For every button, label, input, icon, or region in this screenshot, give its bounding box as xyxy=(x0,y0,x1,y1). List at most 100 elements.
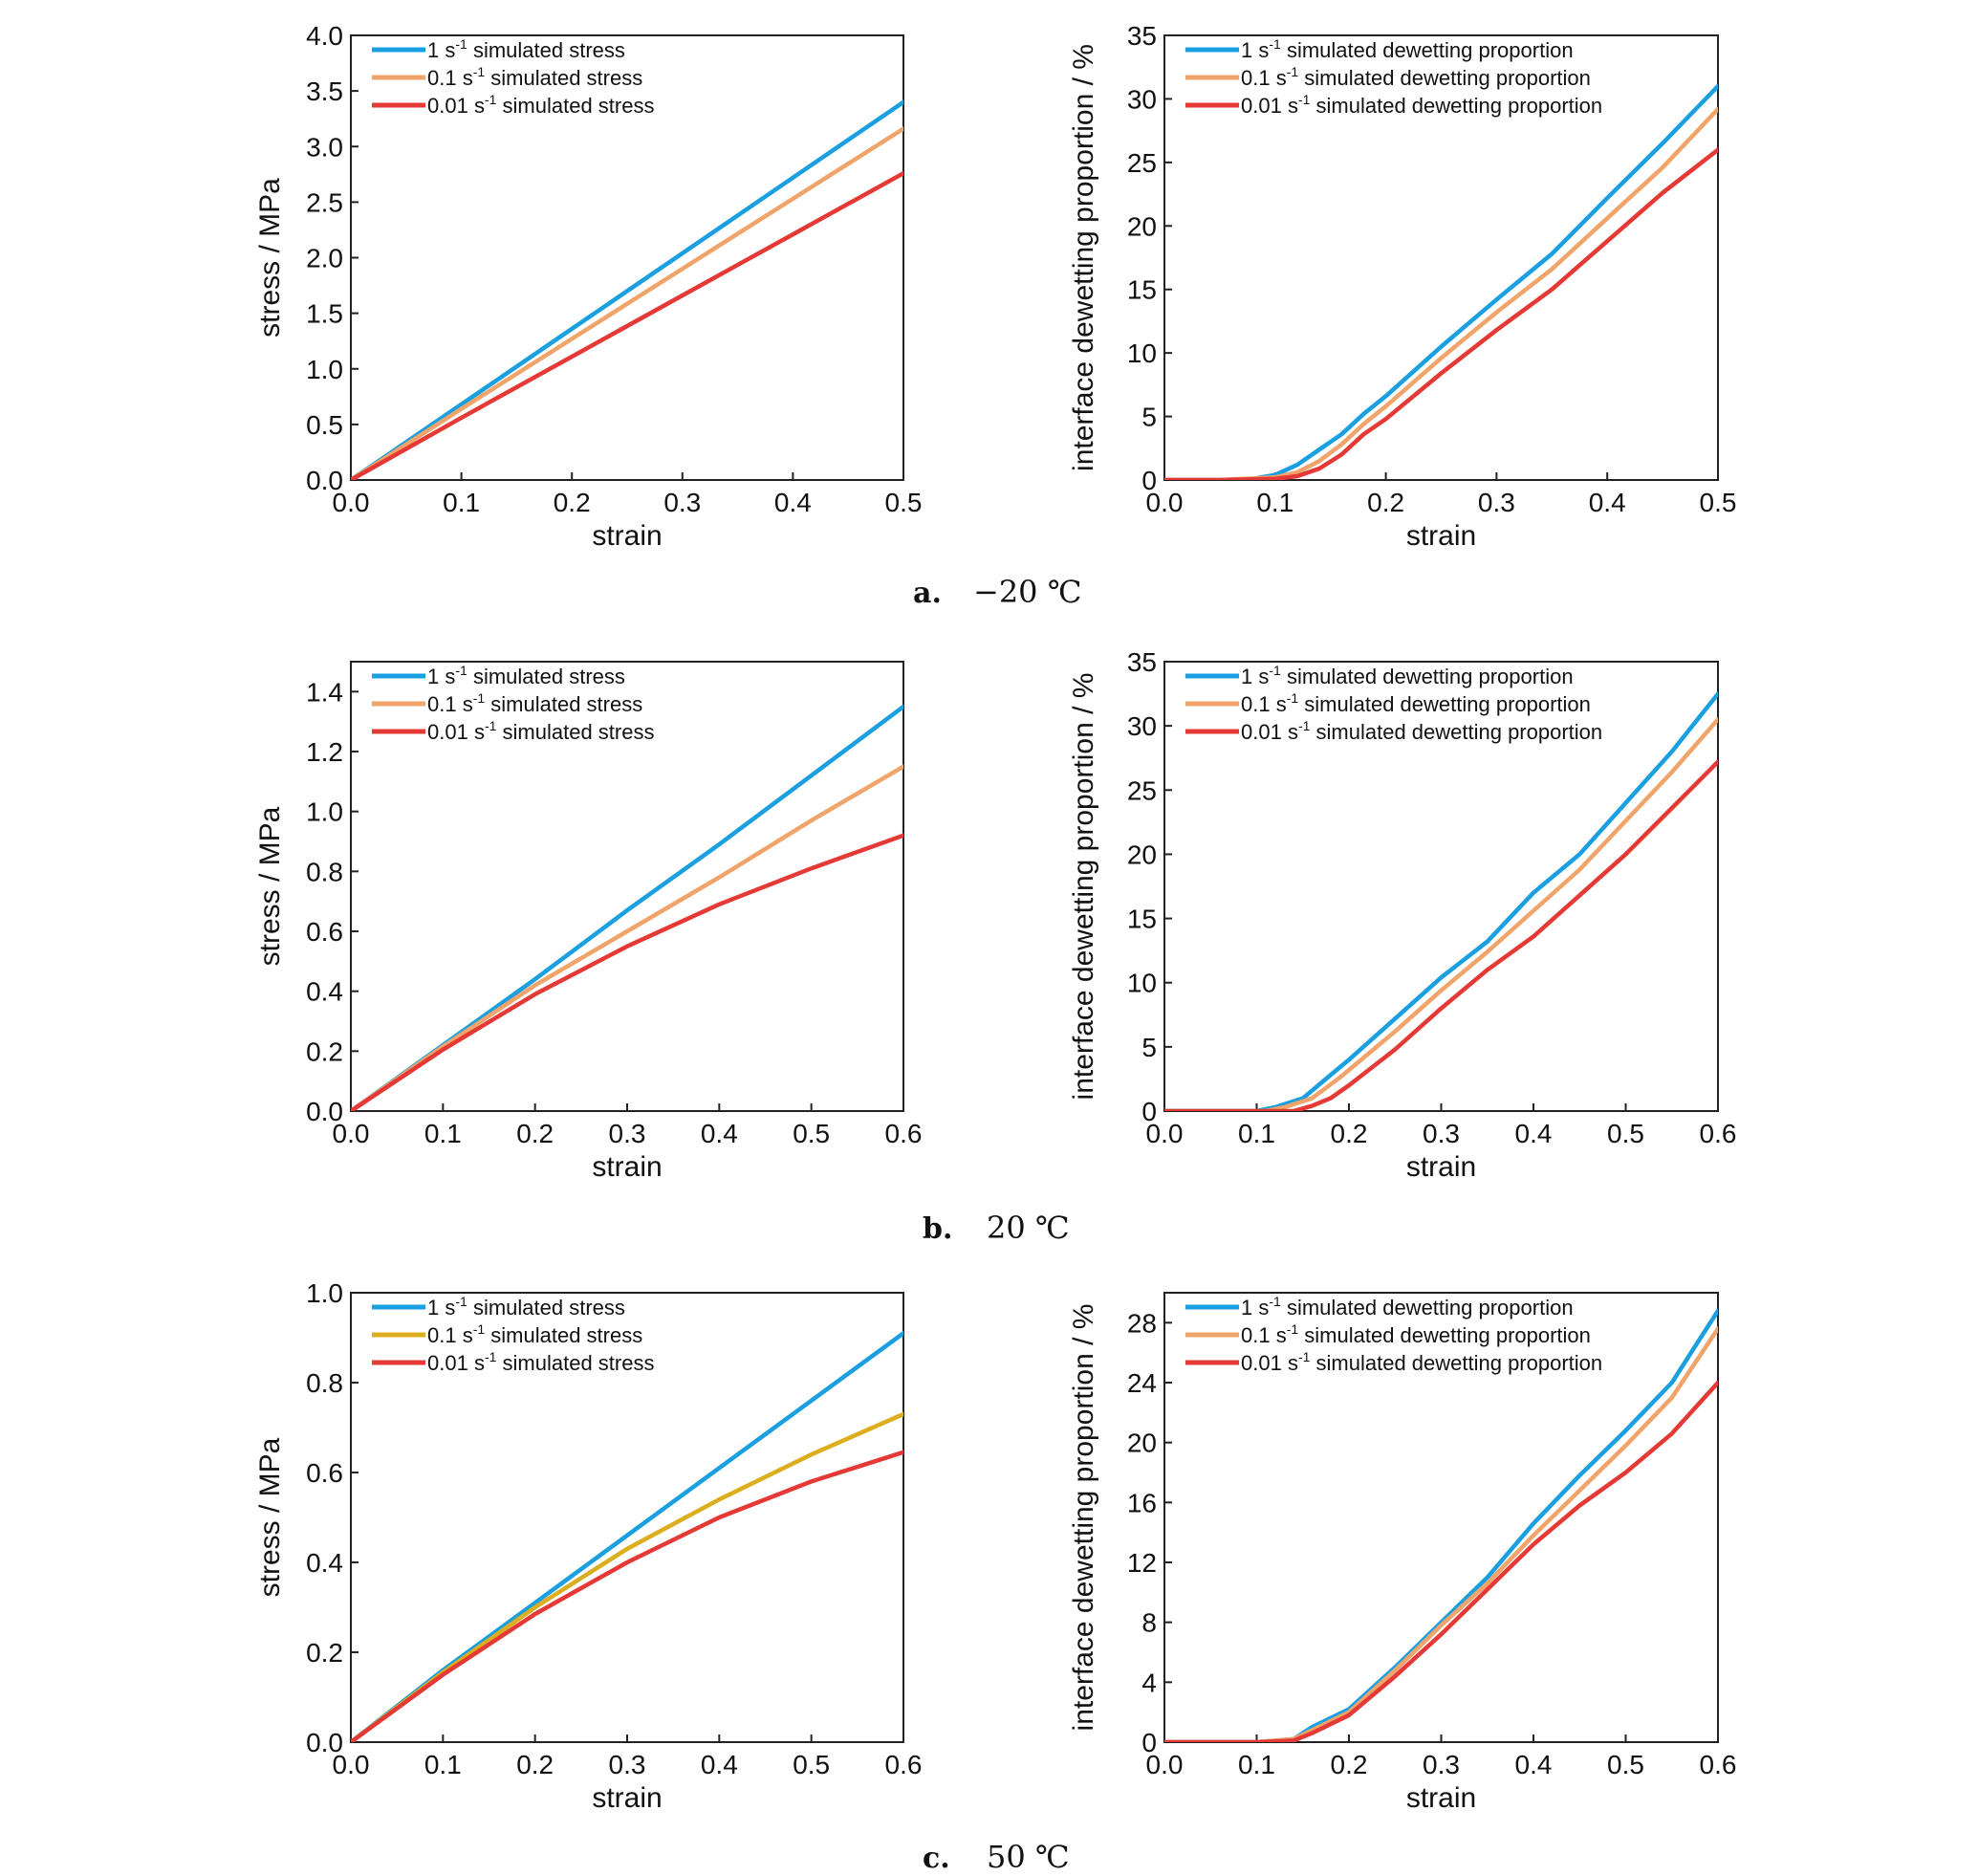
series-line-1 xyxy=(1164,1326,1718,1742)
x-axis-label: strain xyxy=(592,1782,662,1814)
legend-text: simulated dewetting proportion xyxy=(1298,692,1591,716)
y-tick-label: 10 xyxy=(1127,338,1157,368)
legend-entry: 0.1 s-1 simulated dewetting proportion xyxy=(1241,690,1591,716)
legend-unit-exponent: -1 xyxy=(455,663,467,678)
x-tick-label: 0.3 xyxy=(663,488,701,517)
legend-text: simulated dewetting proportion xyxy=(1310,720,1602,744)
series-line-2 xyxy=(351,1450,903,1742)
legend-unit-exponent: -1 xyxy=(485,1349,497,1364)
y-tick-label: 0 xyxy=(1141,1728,1157,1757)
x-tick-label: 0.1 xyxy=(443,488,480,517)
x-tick-label: 0.1 xyxy=(1238,1119,1275,1148)
x-tick-label: 0.2 xyxy=(1331,1119,1368,1148)
caption-c: c. 50 ℃ xyxy=(923,1839,1070,1875)
series-line-0 xyxy=(1164,83,1718,480)
caption-letter: b. xyxy=(923,1212,952,1246)
caption-b: b. 20 ℃ xyxy=(923,1210,1070,1246)
legend-entry: 0.1 s-1 simulated stress xyxy=(427,64,642,90)
y-tick-label: 4 xyxy=(1141,1668,1157,1697)
y-tick-label: 1.5 xyxy=(306,299,343,329)
chart-5: 0.0 0.1 0.2 0.3 0.4 0.5 0.6 0 4 8 12 16 20 24 28 strain… xyxy=(1068,1292,1737,1814)
legend-rate: 0.1 xyxy=(427,692,457,716)
legend-text: simulated dewetting proportion xyxy=(1298,1323,1591,1347)
legend-entry: 0.01 s-1 simulated stress xyxy=(427,1349,654,1375)
legend-rate: 1 xyxy=(1241,38,1252,62)
x-axis-label: strain xyxy=(1406,1782,1476,1814)
legend-unit-exponent: -1 xyxy=(1298,92,1311,107)
legend-rate: 0.01 xyxy=(1241,720,1282,744)
legend-text: simulated dewetting proportion xyxy=(1310,94,1602,118)
legend-unit-exponent: -1 xyxy=(1298,718,1311,733)
legend-unit: s xyxy=(457,66,473,90)
series-line-2 xyxy=(1164,147,1718,480)
y-tick-label: 0.6 xyxy=(306,1458,343,1488)
legend-unit-exponent: -1 xyxy=(473,690,486,706)
legend-rate: 0.1 xyxy=(1241,1323,1271,1347)
x-tick-label: 0.1 xyxy=(1238,1750,1275,1779)
legend-rate: 1 xyxy=(427,1296,439,1320)
legend-entry: 1 s-1 simulated stress xyxy=(427,36,625,62)
y-axis-label: stress / MPa xyxy=(254,806,286,966)
series-line-1 xyxy=(1164,717,1718,1111)
x-tick-label: 0.4 xyxy=(701,1119,738,1148)
legend-text: simulated stress xyxy=(496,94,654,118)
legend-text: simulated stress xyxy=(467,665,625,688)
legend-text: simulated dewetting proportion xyxy=(1281,1296,1574,1320)
y-tick-label: 0.2 xyxy=(306,1036,343,1066)
x-tick-label: 0.1 xyxy=(1256,488,1293,517)
y-tick-label: 20 xyxy=(1127,211,1157,241)
y-tick-label: 1.4 xyxy=(306,677,343,707)
y-tick-label: 5 xyxy=(1141,1033,1157,1062)
y-tick-label: 25 xyxy=(1127,148,1157,178)
y-tick-label: 2.5 xyxy=(306,187,343,217)
x-tick-label: 0.3 xyxy=(1423,1119,1460,1148)
x-tick-label: 0.6 xyxy=(1700,1750,1737,1779)
caption-temperature: 50 ℃ xyxy=(987,1839,1070,1875)
y-axis-label: stress / MPa xyxy=(254,1437,286,1597)
y-tick-label: 3.0 xyxy=(306,132,343,162)
chart-0: 0.0 0.1 0.2 0.3 0.4 0.5 0.0 0.5 1.0 1.5 2.0 2.5 3.0 3… xyxy=(254,21,922,552)
x-tick-label: 0.2 xyxy=(1367,488,1404,517)
y-tick-label: 8 xyxy=(1141,1608,1157,1638)
legend-entry: 0.1 s-1 simulated dewetting proportion xyxy=(1241,1321,1591,1347)
y-tick-label: 30 xyxy=(1127,84,1157,114)
x-tick-label: 0.5 xyxy=(1607,1119,1644,1148)
y-tick-label: 15 xyxy=(1127,905,1157,934)
legend-unit-exponent: -1 xyxy=(473,64,486,79)
legend-unit-exponent: -1 xyxy=(1269,1294,1281,1309)
y-tick-label: 10 xyxy=(1127,969,1157,998)
legend-text: simulated dewetting proportion xyxy=(1281,665,1574,688)
y-tick-label: 20 xyxy=(1127,1429,1157,1458)
legend-text: simulated stress xyxy=(485,66,642,90)
series-line-1 xyxy=(1164,106,1718,480)
y-tick-label: 0.4 xyxy=(306,1548,343,1578)
x-tick-label: 0.3 xyxy=(609,1119,646,1148)
y-tick-label: 0.0 xyxy=(306,466,343,495)
y-tick-label: 0.6 xyxy=(306,917,343,947)
legend-unit-exponent: -1 xyxy=(1287,64,1299,79)
legend-rate: 0.01 xyxy=(427,1351,468,1375)
caption-a: a. −20 ℃ xyxy=(913,574,1082,610)
legend-text: simulated stress xyxy=(485,692,642,716)
x-tick-label: 0.2 xyxy=(516,1750,554,1779)
legend-unit: s xyxy=(1252,1296,1269,1320)
y-tick-label: 1.0 xyxy=(306,355,343,384)
legend-rate: 0.01 xyxy=(1241,1351,1282,1375)
x-axis-label: strain xyxy=(1406,520,1476,552)
legend-unit-exponent: -1 xyxy=(1269,663,1281,678)
x-tick-label: 0.3 xyxy=(1423,1750,1460,1779)
y-tick-label: 1.0 xyxy=(306,1278,343,1308)
y-axis-label: stress / MPa xyxy=(254,178,286,338)
legend-rate: 0.1 xyxy=(1241,66,1271,90)
legend-unit: s xyxy=(1282,94,1298,118)
legend-text: simulated stress xyxy=(485,1323,642,1347)
legend-text: simulated dewetting proportion xyxy=(1310,1351,1602,1375)
x-axis-label: strain xyxy=(1406,1151,1476,1183)
caption-temperature: 20 ℃ xyxy=(987,1210,1070,1246)
legend-unit: s xyxy=(1271,66,1287,90)
x-tick-label: 0.1 xyxy=(424,1119,462,1148)
x-tick-label: 0.2 xyxy=(516,1119,554,1148)
charts-layer: 0.0 0.1 0.2 0.3 0.4 0.5 0.0 0.5 1.0 1.5 2.0 2.5 3.0 3… xyxy=(254,21,1736,1814)
x-tick-label: 0.0 xyxy=(1146,488,1184,517)
